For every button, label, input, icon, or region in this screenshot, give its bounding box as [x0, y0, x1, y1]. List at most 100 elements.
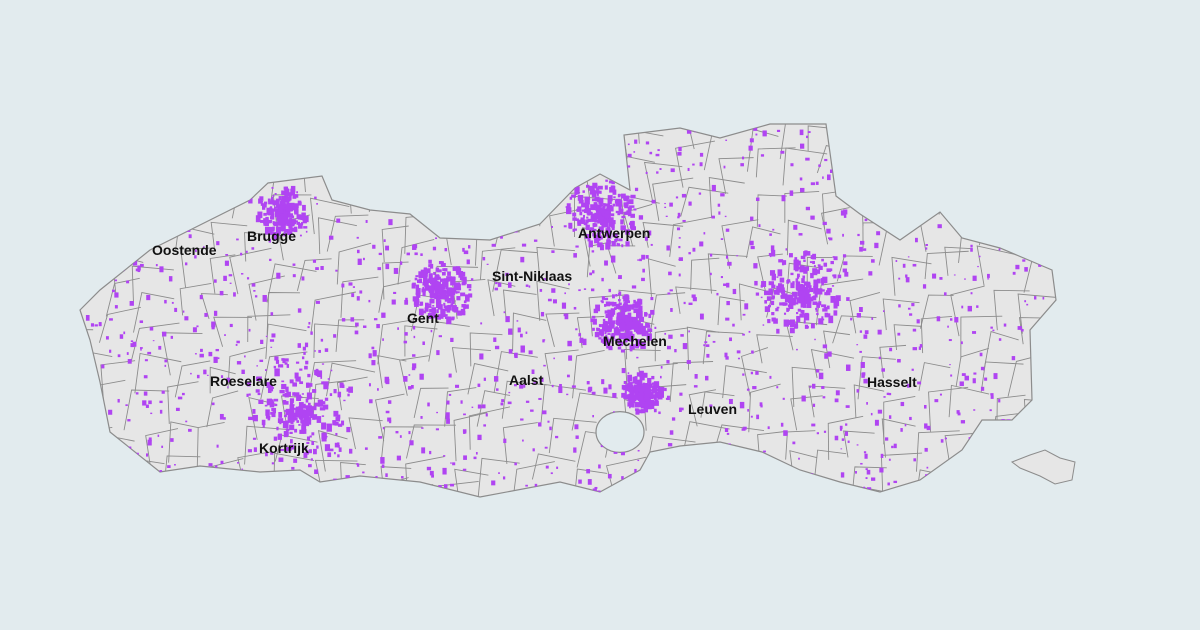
highlighted-area: [601, 296, 605, 300]
municipality-border: [806, 256, 833, 290]
highlighted-area: [461, 281, 465, 285]
highlighted-area: [812, 260, 815, 265]
highlighted-area: [299, 368, 303, 371]
highlighted-area: [303, 428, 307, 434]
highlighted-area: [137, 268, 141, 273]
highlighted-area: [368, 383, 371, 387]
highlighted-area: [270, 208, 276, 212]
highlighted-area: [323, 381, 329, 390]
highlighted-area: [977, 265, 979, 268]
highlighted-area: [320, 265, 324, 270]
highlighted-area: [843, 261, 848, 266]
highlighted-area: [446, 316, 452, 325]
highlighted-area: [139, 320, 144, 324]
municipality-border: [105, 277, 140, 317]
highlighted-area: [789, 253, 793, 258]
highlighted-area: [810, 272, 814, 279]
highlighted-area: [536, 194, 540, 199]
highlighted-area: [152, 174, 156, 177]
highlighted-area: [272, 410, 276, 414]
highlighted-area: [726, 432, 730, 435]
municipality-border: [782, 147, 828, 186]
highlighted-area: [1016, 220, 1021, 228]
municipality-border: [540, 383, 587, 423]
highlighted-area: [415, 284, 420, 289]
highlighted-area: [827, 351, 832, 357]
highlighted-area: [568, 283, 570, 286]
highlighted-area: [625, 330, 630, 334]
highlighted-area: [429, 129, 432, 132]
highlighted-area: [641, 254, 646, 260]
highlighted-area: [755, 371, 759, 375]
highlighted-area: [835, 390, 840, 396]
highlighted-area: [616, 312, 622, 317]
highlighted-area: [645, 324, 651, 328]
highlighted-area: [986, 133, 989, 137]
highlighted-area: [289, 444, 295, 450]
highlighted-area: [533, 239, 538, 242]
municipality-border: [679, 458, 708, 497]
highlighted-area: [90, 323, 95, 327]
highlighted-area: [432, 168, 435, 170]
highlighted-area: [741, 452, 744, 456]
highlighted-area: [551, 288, 556, 293]
municipality-border: [654, 327, 688, 362]
highlighted-area: [795, 322, 798, 326]
highlighted-area: [863, 334, 868, 339]
municipality-border: [669, 361, 714, 402]
highlighted-area: [798, 233, 803, 236]
highlighted-area: [144, 148, 149, 155]
highlighted-area: [993, 373, 998, 380]
highlighted-area: [385, 410, 390, 414]
highlighted-area: [809, 261, 813, 264]
highlighted-area: [434, 281, 440, 289]
highlighted-area: [404, 332, 408, 336]
highlighted-area: [932, 155, 936, 159]
highlighted-area: [192, 168, 196, 171]
highlighted-area: [621, 322, 626, 327]
highlighted-area: [335, 269, 338, 272]
highlighted-area: [587, 236, 591, 242]
highlighted-area: [644, 388, 650, 394]
highlighted-area: [413, 335, 416, 339]
highlighted-area: [585, 233, 591, 239]
highlighted-area: [311, 441, 315, 446]
highlighted-area: [335, 432, 338, 436]
highlighted-area: [925, 247, 928, 250]
highlighted-area: [365, 160, 369, 166]
highlighted-area: [603, 442, 609, 448]
highlighted-area: [613, 196, 616, 199]
highlighted-area: [1012, 271, 1016, 275]
highlighted-area: [333, 410, 339, 417]
highlighted-area: [296, 191, 299, 194]
municipality-border: [636, 124, 664, 144]
highlighted-area: [338, 492, 341, 495]
highlighted-area: [607, 166, 611, 169]
highlighted-area: [613, 327, 619, 336]
highlighted-area: [132, 259, 138, 266]
highlighted-area: [631, 399, 636, 404]
highlighted-area: [297, 343, 302, 348]
city-label-mechelen: Mechelen: [603, 333, 667, 349]
highlighted-area: [883, 310, 885, 313]
highlighted-area: [269, 339, 275, 342]
highlighted-area: [804, 296, 810, 304]
highlighted-area: [725, 139, 728, 141]
highlighted-area: [192, 327, 197, 333]
highlighted-area: [616, 317, 621, 323]
highlighted-area: [150, 412, 153, 415]
highlighted-area: [312, 415, 315, 418]
municipality-border: [1052, 349, 1056, 378]
highlighted-area: [177, 396, 183, 400]
highlighted-area: [842, 268, 847, 273]
highlighted-area: [602, 337, 605, 341]
highlighted-area: [764, 306, 771, 312]
highlighted-area: [635, 343, 640, 349]
highlighted-area: [960, 341, 963, 345]
highlighted-area: [877, 190, 880, 194]
highlighted-area: [224, 334, 226, 336]
highlighted-area: [327, 488, 330, 491]
highlighted-area: [960, 223, 965, 230]
highlighted-area: [112, 177, 115, 180]
highlighted-area: [783, 293, 788, 298]
